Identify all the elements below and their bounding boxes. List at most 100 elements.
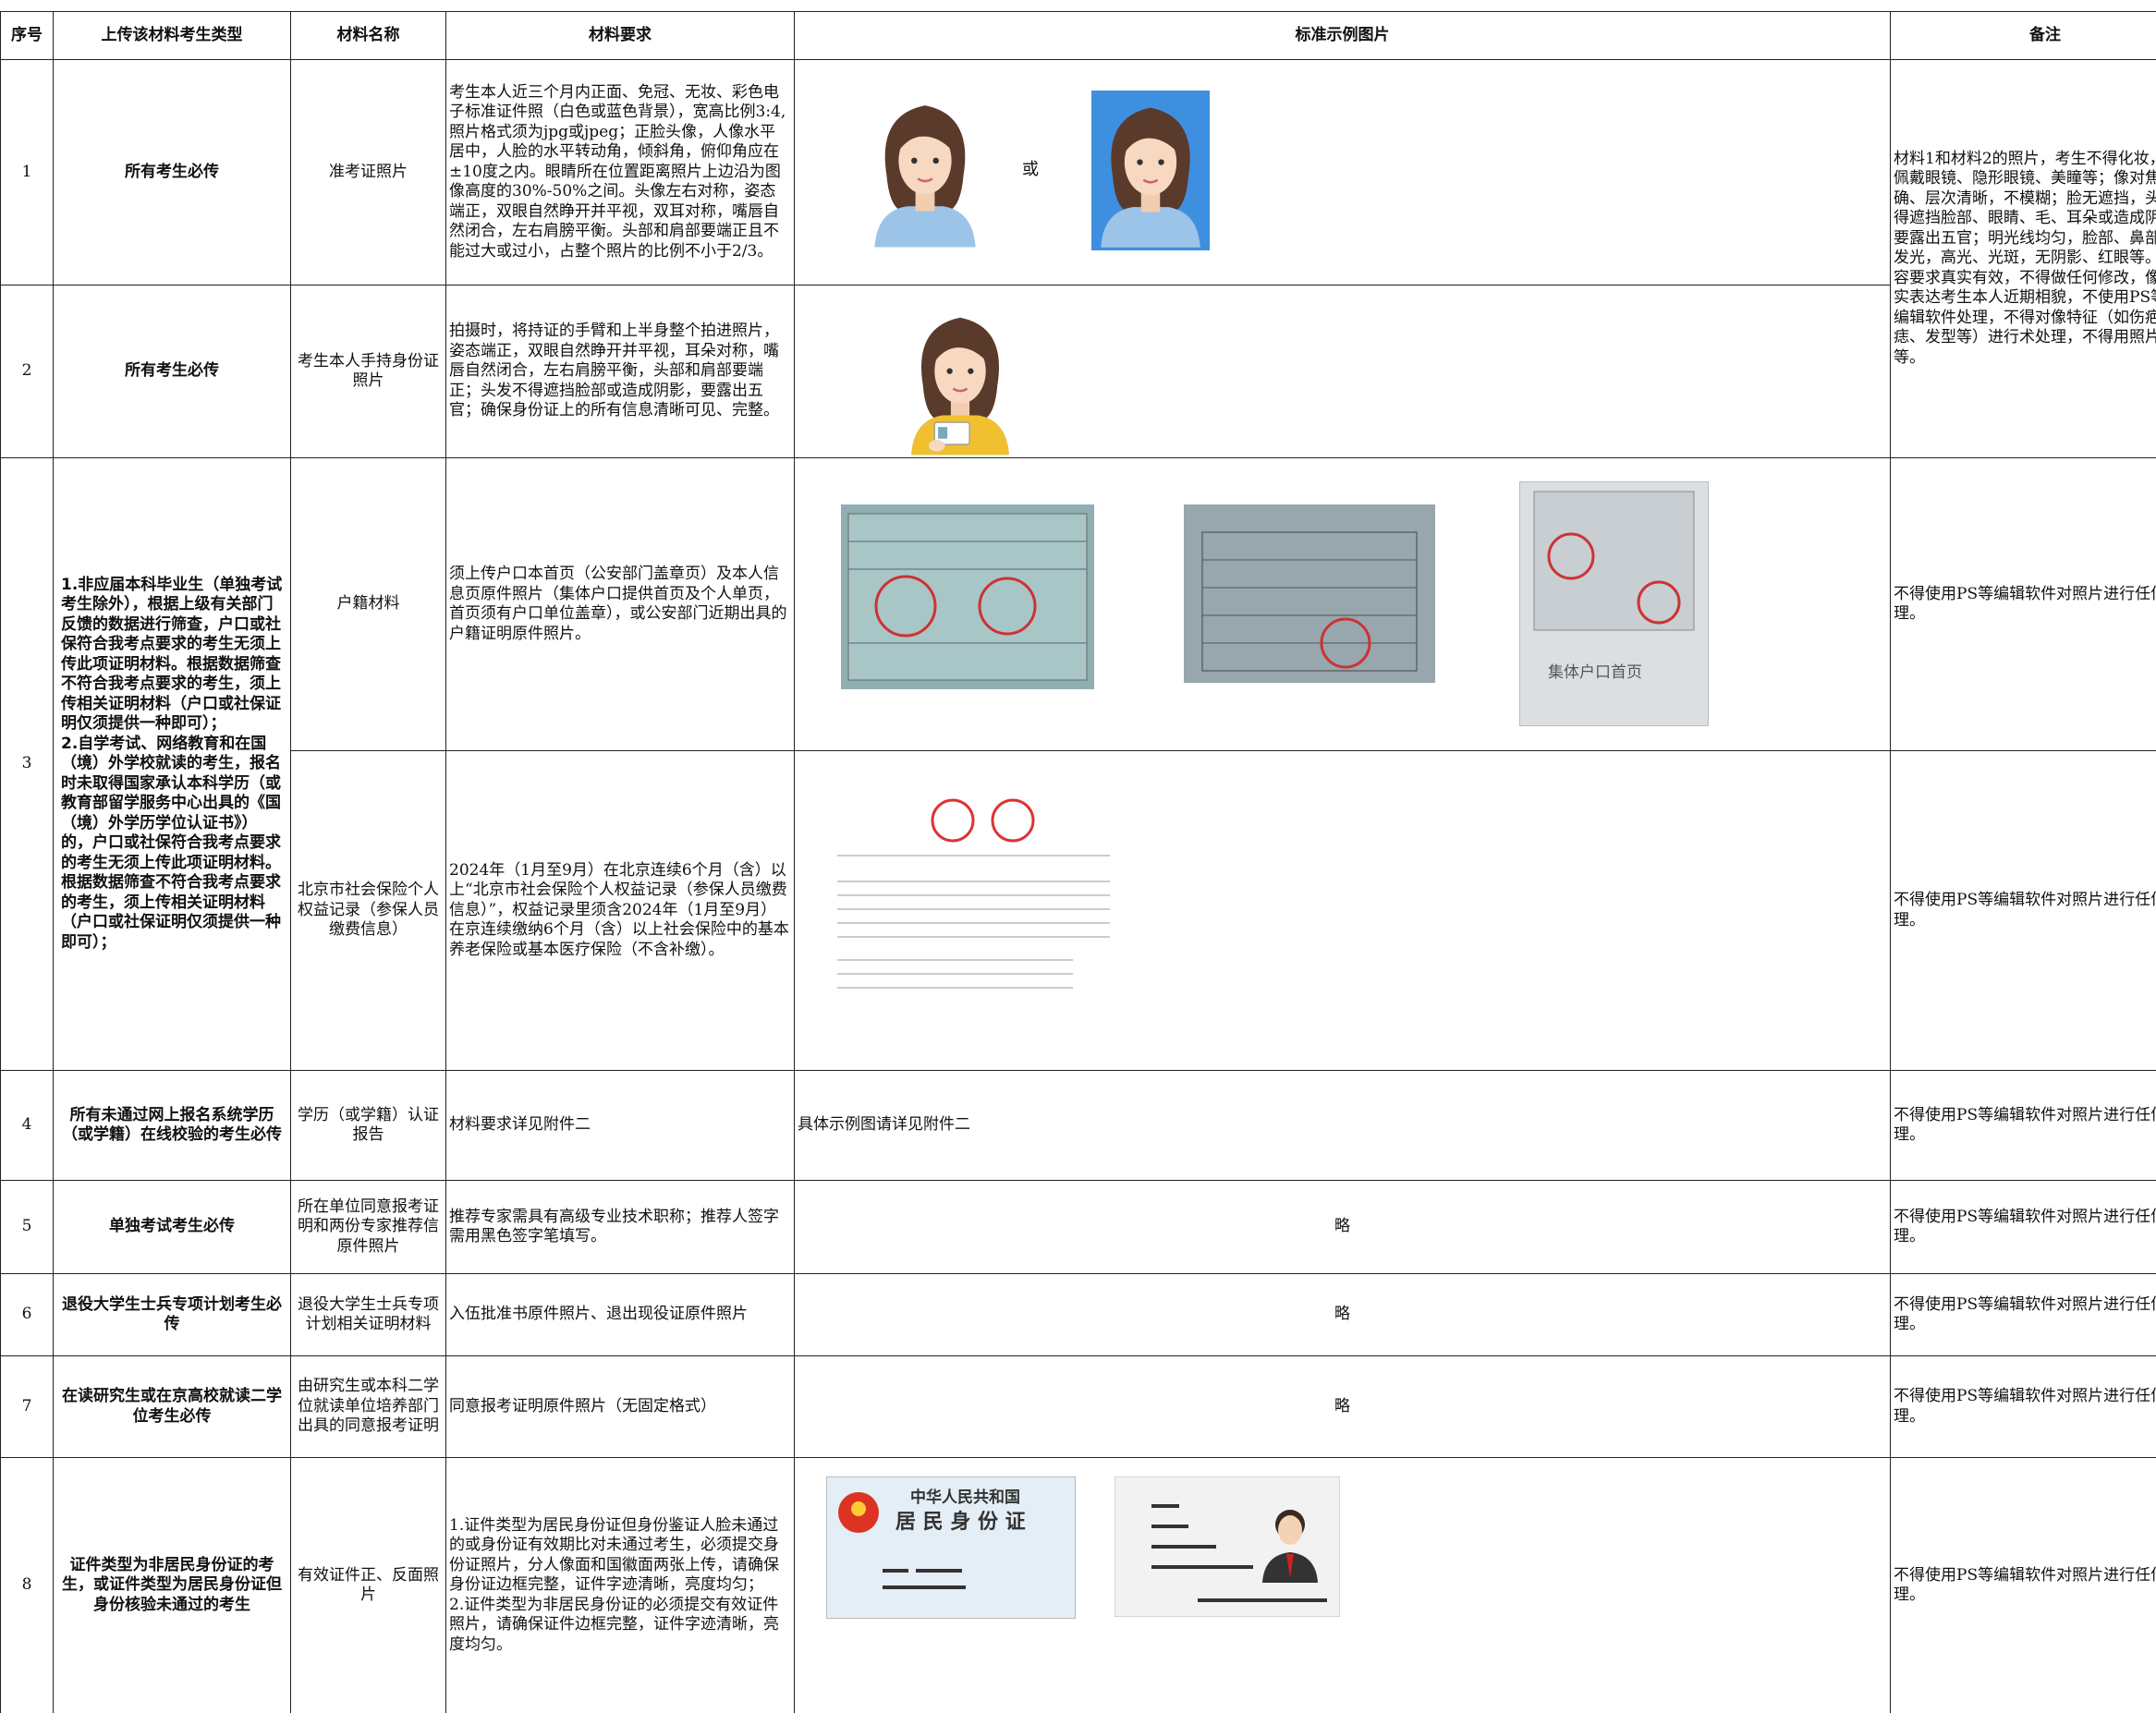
hukou-collective-page (1184, 504, 1435, 683)
shape (1198, 1598, 1327, 1602)
shape: 北京市社会保险个人权益记录（参保人员缴费信息） 2024年（1月至9月）在北京连… (1, 750, 2156, 1071)
remark: 材料1和材料2的照片，考生不得化妆，不得佩戴眼镜、隐形眼镜、美瞳等；像对焦准确、… (1894, 149, 2156, 367)
type: 单独考试考生必传 (53, 1180, 291, 1274)
requirement: 拍摄时，将持证的手臂和上半身整个拍进照片，姿态端正，双眼自然睁开并平视，耳朵对称… (445, 285, 795, 458)
seq: 8 (0, 1457, 54, 1713)
remark: 不得使用PS等编辑软件对照片进行任何处理。 (1894, 1294, 2156, 1334)
remark: 不得使用PS等编辑软件对照片进行任何处理。 (1894, 584, 2156, 624)
shape (1547, 532, 1595, 580)
material: 户籍材料 (290, 457, 446, 751)
requirement: 须上传户口本首页（公安部门盖章页）及本人信息页原件照片（集体户口提供首页及个人单… (445, 457, 795, 751)
requirement: 同意报考证明原件照片（无固定格式） (445, 1355, 795, 1458)
remark: 不得使用PS等编辑软件对照片进行任何处理。 (1894, 1565, 2156, 1605)
shape (1278, 1515, 1302, 1545)
shape (1201, 531, 1418, 672)
shape (931, 798, 975, 843)
shape: 6 退役大学生士兵专项计划考生必传 退役大学生士兵专项计划相关证明材料 入伍批准书原件… (0, 1273, 2156, 1356)
shape: 3 1.非应届本科毕业生（单独考试考生除外），根据上级有关部门反馈的数据进行筛查… (0, 457, 2156, 1071)
example-images: 中华人民共和国 居 民 身 份 证 (794, 1457, 1891, 1713)
cell: 不得使用PS等编辑软件对照片进行任何处理。 (1890, 1355, 2156, 1458)
shape (883, 1569, 966, 1589)
headers: 标准示例图片 (794, 11, 1891, 60)
headers: 材料名称 (290, 11, 446, 60)
seq: 5 (0, 1180, 54, 1274)
material: 退役大学生士兵专项计划相关证明材料 (290, 1273, 446, 1356)
cell: 材料1和材料2的照片，考生不得化妆，不得佩戴眼镜、隐形眼镜、美瞳等；像对焦准确、… (1890, 59, 2156, 458)
material: 考生本人手持身份证照片 (290, 285, 446, 458)
material: 有效证件正、反面照片 (290, 1457, 446, 1713)
shape (1637, 580, 1681, 625)
shape (1151, 1545, 1216, 1549)
remark: 不得使用PS等编辑软件对照片进行任何处理。 (1894, 1105, 2156, 1145)
hukou-collective-photo: 集体户口首页 (1519, 481, 1709, 726)
seq: 1 (0, 59, 54, 286)
shape (1184, 504, 1435, 683)
shape (1202, 559, 1417, 644)
shape (883, 1569, 908, 1573)
seq: 4 (0, 1070, 54, 1181)
shape (851, 1501, 866, 1516)
id-card-country: 中华人民共和国 (910, 1488, 1020, 1507)
shape (928, 440, 945, 452)
example-images (794, 285, 1891, 458)
id-card-back (1115, 1476, 1340, 1617)
shape (883, 1585, 966, 1589)
id-card-front: 中华人民共和国 居 民 身 份 证 (826, 1476, 1076, 1619)
example-images: 或 (794, 59, 1891, 286)
avatar-blue (1091, 91, 1210, 250)
type: 退役大学生士兵专项计划考生必传 (53, 1273, 291, 1356)
shape (938, 427, 948, 439)
type: 所有未通过网上报名系统学历（或学籍）在线校验的考生必传 (53, 1070, 291, 1181)
shape (991, 798, 1035, 843)
example-note: 或 (1022, 160, 1039, 179)
headers: 备注 (1890, 11, 2156, 60)
requirements-table: 序号 上传该材料考生类型 材料名称 材料要求 标准示例图片 备注 1 所有考生必传 准考证… (0, 11, 2156, 1713)
type: 所有考生必传 (53, 285, 291, 458)
shape (848, 541, 1087, 644)
seq: 6 (0, 1273, 54, 1356)
shape (1151, 1504, 1179, 1508)
shape (1115, 1476, 1340, 1617)
requirement: 材料要求详见附件二 (445, 1070, 795, 1181)
type: 证件类型为非居民身份证的考生，或证件类型为居民身份证但身份核验未通过的考生 (53, 1457, 291, 1713)
example: 略 (794, 1273, 1891, 1356)
avatar-white (873, 103, 977, 248)
shape (1151, 1504, 1327, 1602)
seq: 3 (0, 457, 54, 1071)
hukou-page (841, 504, 1094, 689)
example: 略 (794, 1180, 1891, 1274)
example-images: 集体户口首页 (794, 457, 1891, 751)
requirement: 2024年（1月至9月）在北京连续6个月（含）以上“北京市社会保险个人权益记录（… (445, 750, 795, 1071)
shape (1099, 106, 1202, 249)
seq: 7 (0, 1355, 54, 1458)
type: 在读研究生或在京高校就读二学位考生必传 (53, 1355, 291, 1458)
shape: 1 所有考生必传 准考证照片 考生本人近三个月内正面、免冠、无妆、彩色电子标准证… (0, 59, 2156, 458)
requirement: 考生本人近三个月内正面、免冠、无妆、彩色电子标准证件照（白色或蓝色背景），宽高比… (445, 59, 795, 286)
material: 学历（或学籍）认证报告 (290, 1070, 446, 1181)
requirement: 入伍批准书原件照片、退出现役证原件照片 (445, 1273, 795, 1356)
headers: 序号 (0, 11, 54, 60)
shape: 5 单独考试考生必传 所在单位同意报考证明和两份专家推荐信原件照片 推荐专家需具有高级… (0, 1180, 2156, 1274)
shape (837, 855, 1110, 989)
headers: 上传该材料考生类型 (53, 11, 291, 60)
cell: 不得使用PS等编辑软件对照片进行任何处理。 (1890, 457, 2156, 751)
shape (1533, 491, 1695, 631)
remark: 不得使用PS等编辑软件对照片进行任何处理。 (1894, 1207, 2156, 1246)
shape (838, 1492, 879, 1533)
shape (873, 103, 977, 248)
shape (1286, 1554, 1294, 1578)
cell: 不得使用PS等编辑软件对照片进行任何处理。 (1890, 1070, 2156, 1181)
example: 具体示例图请详见附件二 (794, 1070, 1891, 1181)
shape: 8 证件类型为非居民身份证的考生，或证件类型为居民身份证但身份核验未通过的考生 有效… (0, 1457, 2156, 1713)
material: 所在单位同意报考证明和两份专家推荐信原件照片 (290, 1180, 446, 1274)
header-row: 序号 上传该材料考生类型 材料名称 材料要求 标准示例图片 备注 (0, 11, 2156, 60)
requirement: 1.证件类型为居民身份证但身份鉴证人脸未通过的或身份证有效期比对未通过考生，必须… (445, 1457, 795, 1713)
shape (916, 1569, 962, 1573)
shape (1320, 617, 1371, 669)
example-images (794, 750, 1891, 1071)
remark: 不得使用PS等编辑软件对照片进行任何处理。 (1894, 1387, 2156, 1426)
remark: 不得使用PS等编辑软件对照片进行任何处理。 (1894, 891, 2156, 929)
shape (1533, 491, 1695, 631)
material: 北京市社会保险个人权益记录（参保人员缴费信息） (290, 750, 446, 1071)
